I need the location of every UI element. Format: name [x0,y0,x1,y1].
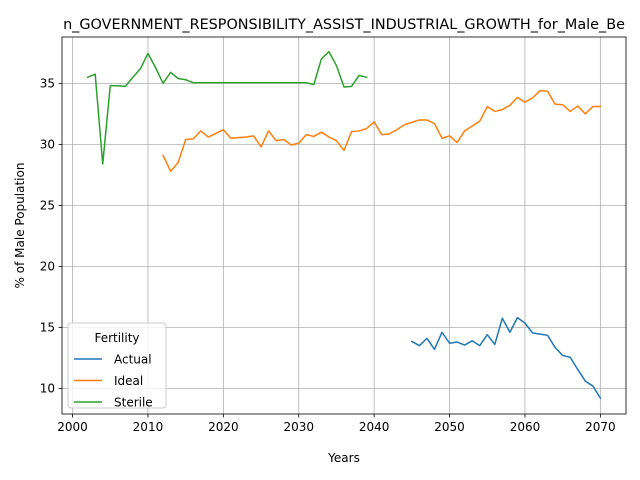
y-tick-label: 15 [40,321,55,335]
y-tick-label: 20 [40,260,55,274]
x-tick-label: 2030 [283,420,314,434]
x-tick-label: 2000 [57,420,88,434]
legend-label-ideal: Ideal [114,374,143,388]
y-tick-label: 25 [40,199,55,213]
x-tick-label: 2040 [359,420,390,434]
x-tick-label: 2010 [133,420,164,434]
x-tick-label: 2060 [510,420,541,434]
legend: Fertility Actual Ideal Sterile [68,323,166,409]
y-tick-label: 30 [40,138,55,152]
legend-label-actual: Actual [114,352,152,366]
x-tick-label: 2020 [208,420,239,434]
legend-title: Fertility [94,331,139,345]
y-axis-label: % of Male Population [13,163,27,289]
chart-title: n_GOVERNMENT_RESPONSIBILITY_ASSIST_INDUS… [63,17,625,33]
legend-label-sterile: Sterile [114,395,153,409]
x-tick-label: 2050 [434,420,465,434]
y-tick-label: 10 [40,382,55,396]
x-axis-label: Years [327,451,360,465]
x-tick-label: 2070 [585,420,616,434]
y-tick-label: 35 [40,77,55,91]
